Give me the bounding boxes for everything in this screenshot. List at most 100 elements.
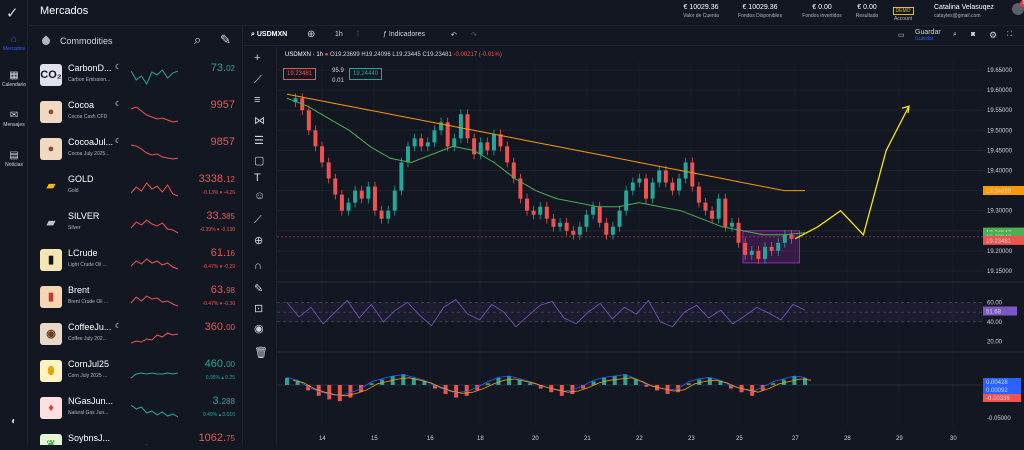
page-title: Mercados — [40, 5, 89, 17]
candle — [524, 198, 529, 211]
instrument-description: Light Crude Oil ... — [68, 262, 107, 268]
left-nav: ✓ ⌂ Mercados ▦ Calendario ✉ Mensajes ▤ Noticias… — [0, 0, 28, 445]
macd-hist-bar — [760, 385, 765, 391]
watchlist-row[interactable]: ▮ Brent Brent Crude Oil ... 63.98 -0.47% ▾ -… — [28, 280, 242, 316]
ema-fast-line — [286, 97, 806, 236]
nav-item-mercados[interactable]: ⌂ Mercados — [0, 34, 28, 52]
nav-item-mensajes[interactable]: ✉ Mensajes — [0, 110, 28, 128]
lock-icon[interactable]: ⊡ — [254, 303, 264, 315]
commodities-icon — [40, 35, 52, 47]
logo: ✓ — [6, 5, 19, 22]
eye-icon[interactable]: ◉ — [254, 323, 264, 335]
add-symbol-icon[interactable]: ⊕ — [307, 29, 316, 40]
search-icon[interactable]: ⌕ — [194, 32, 202, 47]
chart-area[interactable]: 19.65000 19.60000 19.55000 19.50000 19.45000… — [277, 46, 1024, 445]
watchlist-row[interactable]: CO₂ CarbonD... ☾ Carbon Emission... 73.02 — [28, 58, 242, 94]
instrument-change: -0.13% ▾ -4.26 — [202, 190, 235, 196]
chart-symbol: USDMXN · 1h — [285, 52, 324, 58]
indicators-button[interactable]: ƒ Indicadores — [383, 31, 426, 38]
magnet-icon[interactable]: ∩ — [254, 260, 262, 272]
candle — [366, 186, 371, 199]
watchlist-row[interactable]: ❦SoybnsJ...Soybeans July 2...1062.750.19… — [28, 428, 242, 445]
emoji-icon[interactable]: ☺ — [254, 190, 266, 202]
edit-icon[interactable]: ✎ — [220, 32, 231, 47]
macd-value-text: -0.00336 — [986, 396, 1010, 402]
cocoa-icon: ● — [40, 101, 62, 123]
x-tick-label: 25 — [736, 436, 743, 442]
candle — [564, 222, 569, 231]
user-info[interactable]: Catalina Velasuqez cataytes@gmail.com — [934, 3, 994, 21]
trendline-icon[interactable]: ⟋ — [254, 74, 262, 86]
candle — [313, 130, 318, 147]
stat-result: € 0.00 Resultado — [855, 4, 879, 19]
watchlist-row[interactable]: ● CocoaJul... ☾ Cocoa July 2025... 9857 — [28, 132, 242, 168]
macd-hist-bar — [295, 381, 300, 385]
candle — [293, 98, 298, 103]
text-icon[interactable]: T — [254, 172, 261, 184]
crosshair-icon[interactable]: + — [254, 52, 261, 64]
watchlist-row[interactable]: ● Cocoa ☾ Cocoa Cash CFD 9957 — [28, 95, 242, 131]
candle — [439, 122, 444, 131]
macd-hist-bar — [707, 377, 712, 385]
trash-icon[interactable]: 🗑 — [254, 347, 268, 359]
zoom-icon[interactable]: ⊕ — [254, 235, 264, 247]
lock-drawing-icon[interactable]: ✎ — [254, 283, 264, 295]
macd-hist-bar — [729, 385, 733, 389]
chart-type-icon[interactable]: ⫶ — [357, 31, 359, 38]
macd-hist-bar — [655, 385, 659, 391]
candle — [491, 134, 496, 151]
instrument-price: 9857 — [210, 136, 235, 148]
watchlist-row[interactable]: ♦ NGasJun... Natural Gas Jun... 3.288 0.49% … — [28, 391, 242, 427]
forecast-line — [794, 105, 910, 240]
account-switch[interactable]: DEMO Account — [892, 7, 914, 22]
watchlist-row[interactable]: ▰ GOLD Gold 3338.12 -0.13% ▾ -4.26 — [28, 169, 242, 205]
shapes-icon[interactable]: ▢ — [254, 155, 265, 167]
camera-icon[interactable]: ◙ — [971, 31, 976, 38]
pattern-icon[interactable]: ⋈ — [254, 115, 265, 127]
y-tick-label: 19.20000 — [987, 249, 1013, 255]
macd-hist-bar — [306, 385, 311, 391]
rsi-value-text: 51.68 — [986, 310, 1002, 316]
layout-icon[interactable]: ▭ — [898, 32, 905, 39]
fullscreen-icon[interactable]: ⛶ — [1007, 31, 1012, 38]
redo-icon[interactable]: ↷ — [471, 32, 477, 39]
sell-button[interactable]: 19.23481 — [283, 68, 317, 80]
watchlist-header: Commodities ⌕ ✎ — [28, 26, 242, 56]
co2-icon: CO₂ — [40, 64, 62, 86]
search-icon[interactable]: ⌕ — [953, 31, 957, 38]
low-value: L19.23445 — [392, 52, 421, 58]
y-tick-label: 19.45000 — [987, 148, 1013, 154]
fib-icon[interactable]: ☰ — [254, 135, 264, 147]
instrument-price: 9957 — [210, 99, 235, 111]
watchlist-row[interactable]: ▮ LCrude Light Crude Oil ... 61.16 -0.47% ▾ … — [28, 243, 242, 279]
candle — [637, 178, 642, 183]
silver-icon: ▰ — [40, 212, 62, 234]
watchlist-row[interactable]: ◉ CoffeeJu... ☾ Coffee July 202... 360.00 — [28, 317, 242, 353]
save-button[interactable]: Guardar Guardar — [915, 29, 941, 42]
interval-button[interactable]: 1h — [335, 31, 343, 38]
candle — [544, 206, 549, 219]
ruler-icon[interactable]: ⟋ — [254, 214, 262, 226]
market-closed-icon: ☾ — [115, 323, 122, 330]
macd-value-label — [983, 378, 1021, 386]
nav-item-calendario[interactable]: ▦ Calendario — [0, 70, 28, 88]
notification-badge[interactable]: 1 — [1020, 0, 1024, 7]
buy-button[interactable]: 19.24440 — [349, 68, 383, 80]
watchlist-row[interactable]: ▰ SILVER Silver 33.385 -0.39% ▾ -0.130 — [28, 206, 242, 242]
category-title: Commodities — [60, 36, 113, 46]
candle — [716, 198, 721, 219]
candle — [571, 230, 576, 235]
horizontal-lines-icon[interactable]: ≡ — [254, 94, 261, 106]
watchlist-row[interactable]: ⬮ CornJul25 Corn July 2025 ... 460.00 0.05% … — [28, 354, 242, 390]
stat-available-funds: € 10029.36 Fondos Disponibles — [738, 4, 782, 19]
x-tick-label: 28 — [844, 436, 851, 442]
settings-icon[interactable]: ⚙ — [989, 30, 998, 40]
nav-item-noticias[interactable]: ▤ Noticias — [0, 150, 28, 168]
symbol-search[interactable]: ⌕ USDMXN — [251, 31, 288, 38]
candle — [518, 178, 523, 199]
candle — [558, 222, 563, 227]
undo-icon[interactable]: ↶ — [451, 32, 457, 39]
stat-account-value: € 10029.36 Valor de Cuenta — [683, 4, 719, 19]
candle — [696, 186, 701, 203]
theme-icon[interactable]: ◐ — [10, 416, 18, 427]
